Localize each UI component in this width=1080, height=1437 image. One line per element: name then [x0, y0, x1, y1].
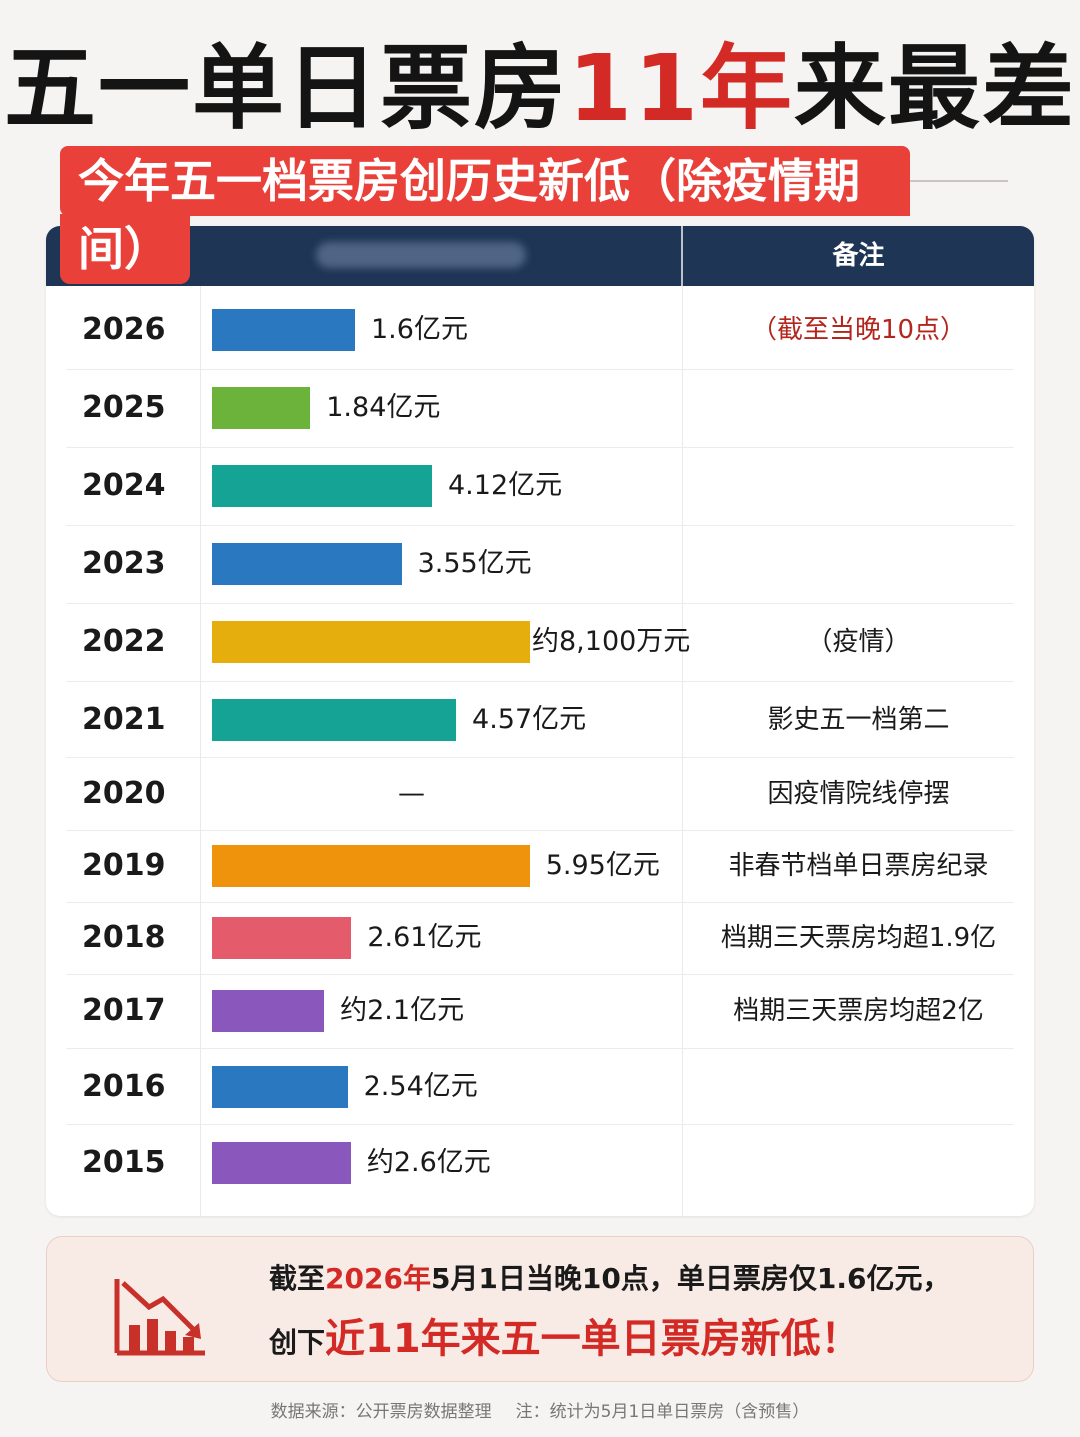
subtitle-line-1: 今年五一档票房创历史新低（除疫情期	[60, 146, 910, 216]
year-label: 2025	[82, 390, 166, 425]
year-label: 2017	[82, 993, 166, 1028]
header-divider	[681, 226, 683, 286]
bar-2022	[212, 621, 530, 663]
page-title: 五一单日票房11年来最差	[0, 34, 1080, 144]
value-label: —	[398, 778, 425, 809]
value-label: 2.54亿元	[363, 1071, 478, 1102]
bar-2019	[212, 845, 530, 887]
summary-headline: 近11年来五一单日票房新低！	[325, 1316, 861, 1362]
bar-2025	[212, 387, 311, 429]
summary-prefix: 创下	[269, 1326, 326, 1359]
blurred-header-label	[316, 242, 526, 268]
row-divider	[66, 902, 1014, 903]
year-label: 2023	[82, 546, 166, 581]
summary-year-highlight: 2026年	[325, 1262, 431, 1295]
value-label: 1.84亿元	[326, 392, 441, 423]
row-divider	[66, 447, 1014, 448]
footer-source: 数据来源：公开票房数据整理	[270, 1402, 492, 1422]
bar-2016	[212, 1066, 348, 1108]
note-column-header: 备注	[832, 241, 885, 271]
row-divider	[66, 525, 1014, 526]
year-label: 2026	[82, 312, 166, 347]
year-label: 2022	[82, 624, 166, 659]
bar-2018	[212, 917, 352, 959]
year-label: 2024	[82, 468, 166, 503]
subtitle-banner: 今年五一档票房创历史新低（除疫情期 间）	[60, 146, 1008, 284]
note-cell: 非春节档单日票房纪录	[728, 851, 989, 881]
row-divider	[66, 757, 1014, 758]
value-label: 4.12亿元	[448, 470, 563, 501]
title-text-end: 来最差	[794, 35, 1077, 142]
row-divider	[66, 1048, 1014, 1049]
value-label: 1.6亿元	[371, 314, 468, 345]
note-cell: 档期三天票房均超1.9亿	[720, 923, 997, 953]
box-office-table: 备注 2026 1.6亿元 （截至当晚10点） 2025 1.84亿元 2024 4.12亿…	[46, 226, 1034, 1216]
note-cell: 因疫情院线停摆	[767, 779, 950, 809]
value-label: 5.95亿元	[545, 850, 660, 881]
value-label: 2.61亿元	[367, 922, 482, 953]
row-divider	[66, 681, 1014, 682]
note-cell: 档期三天票房均超2亿	[733, 996, 984, 1026]
column-divider-year	[200, 286, 201, 1216]
year-label: 2020	[82, 776, 166, 811]
row-divider	[66, 1124, 1014, 1125]
note-cell: （疫情）	[806, 627, 911, 657]
footer: 数据来源：公开票房数据整理 注：统计为5月1日单日票房（含预售）	[0, 1398, 1080, 1426]
column-divider-note	[682, 286, 683, 1216]
row-divider	[66, 974, 1014, 975]
value-label: 约8,100万元	[532, 626, 691, 657]
value-label: 约2.1亿元	[340, 995, 465, 1026]
declining-bar-chart-icon	[114, 1279, 205, 1356]
summary-text: 截至	[269, 1262, 326, 1295]
bar-2024	[212, 465, 432, 507]
title-text: 五一单日票房	[3, 35, 568, 142]
value-label: 3.55亿元	[417, 548, 532, 579]
value-label: 4.57亿元	[472, 704, 587, 735]
title-highlight: 11年	[567, 35, 795, 142]
bar-2026	[212, 309, 355, 351]
note-cell: 影史五一档第二	[767, 705, 950, 735]
row-divider	[66, 830, 1014, 831]
summary-text-rest: 5月1日当晚10点，单日票房仅1.6亿元，	[430, 1262, 951, 1295]
year-label: 2015	[82, 1145, 166, 1180]
year-label: 2018	[82, 920, 166, 955]
year-label: 2021	[82, 702, 166, 737]
note-cell: （截至当晚10点）	[750, 315, 967, 345]
summary-line-2: 创下近11年来五一单日票房新低！	[269, 1313, 861, 1373]
row-divider	[66, 369, 1014, 370]
subtitle-rule	[910, 180, 1008, 182]
footer-note: 注：统计为5月1日单日票房（含预售）	[515, 1402, 810, 1422]
bar-2021	[212, 699, 457, 741]
summary-box: 截至2026年5月1日当晚10点，单日票房仅1.6亿元， 创下近11年来五一单日…	[46, 1236, 1034, 1382]
subtitle-line-2: 间）	[60, 214, 190, 284]
bar-2017	[212, 990, 325, 1032]
bar-2015	[212, 1142, 351, 1184]
row-divider	[66, 603, 1014, 604]
value-label: 约2.6亿元	[366, 1147, 491, 1178]
bar-2023	[212, 543, 402, 585]
summary-line-1: 截至2026年5月1日当晚10点，单日票房仅1.6亿元，	[269, 1259, 951, 1299]
year-label: 2016	[82, 1069, 166, 1104]
year-label: 2019	[82, 848, 166, 883]
table-header: 备注	[46, 226, 1034, 286]
